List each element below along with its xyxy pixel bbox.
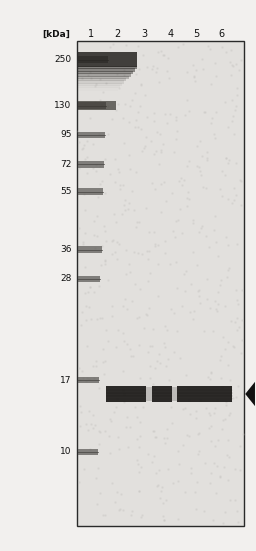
Bar bbox=[106, 386, 146, 402]
Bar bbox=[78, 101, 116, 110]
Bar bbox=[78, 75, 129, 79]
Text: 72: 72 bbox=[60, 160, 72, 169]
Bar bbox=[78, 102, 106, 109]
Text: 3: 3 bbox=[142, 29, 148, 39]
Text: 95: 95 bbox=[60, 131, 72, 139]
Bar bbox=[78, 276, 100, 282]
Text: 2: 2 bbox=[115, 29, 121, 39]
Bar bbox=[152, 386, 172, 402]
Bar bbox=[78, 68, 135, 72]
Text: 1: 1 bbox=[88, 29, 94, 39]
Polygon shape bbox=[245, 382, 255, 406]
Text: 5: 5 bbox=[193, 29, 199, 39]
Bar bbox=[172, 387, 177, 401]
Bar bbox=[78, 188, 103, 195]
Bar bbox=[78, 73, 131, 77]
Bar bbox=[78, 78, 126, 81]
Text: 17: 17 bbox=[60, 376, 72, 385]
Bar bbox=[78, 246, 102, 253]
Bar bbox=[78, 83, 122, 86]
Bar bbox=[78, 80, 124, 84]
Text: 10: 10 bbox=[60, 447, 72, 456]
Bar bbox=[172, 383, 177, 405]
Text: 4: 4 bbox=[167, 29, 173, 39]
Bar bbox=[77, 41, 244, 526]
Bar bbox=[78, 66, 137, 69]
Text: 130: 130 bbox=[55, 101, 72, 110]
Bar bbox=[78, 161, 104, 168]
Text: 36: 36 bbox=[60, 245, 72, 254]
Bar bbox=[78, 85, 120, 88]
Bar bbox=[78, 52, 137, 67]
Bar bbox=[78, 449, 98, 455]
Text: 55: 55 bbox=[60, 187, 72, 196]
Bar bbox=[78, 56, 108, 63]
Bar bbox=[146, 383, 152, 405]
Bar bbox=[78, 88, 118, 91]
Text: 28: 28 bbox=[60, 274, 72, 283]
Bar bbox=[78, 132, 105, 138]
Bar bbox=[78, 71, 133, 74]
Bar bbox=[146, 387, 152, 401]
Text: [kDa]: [kDa] bbox=[42, 30, 70, 39]
Text: 250: 250 bbox=[55, 55, 72, 64]
Bar bbox=[177, 386, 232, 402]
Bar bbox=[78, 377, 99, 383]
Text: 6: 6 bbox=[218, 29, 225, 39]
